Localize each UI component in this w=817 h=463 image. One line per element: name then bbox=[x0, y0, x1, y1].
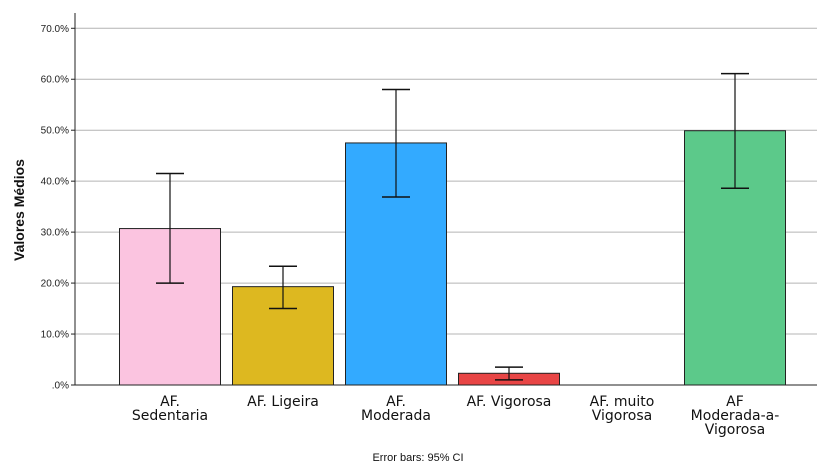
x-category-label: AF Moderada-a-Vigorosa bbox=[691, 394, 780, 438]
y-axis-title: Valores Médios bbox=[11, 159, 27, 261]
y-tick-label: .0% bbox=[52, 381, 69, 392]
y-tick-label: 20.0% bbox=[41, 279, 69, 290]
bars bbox=[119, 130, 786, 386]
x-category-label: AF. Ligeira bbox=[247, 394, 319, 410]
y-tick-label: 70.0% bbox=[41, 24, 69, 35]
error-bars-footnote: Error bars: 95% CI bbox=[372, 452, 463, 463]
y-tick-label: 40.0% bbox=[41, 177, 69, 188]
x-category-label: AF. Sedentaria bbox=[132, 394, 208, 424]
y-tick-label: 10.0% bbox=[41, 330, 69, 341]
y-tick-label: 30.0% bbox=[41, 228, 69, 239]
x-category-label: AF. Moderada bbox=[361, 394, 431, 424]
y-tick-label: 50.0% bbox=[41, 126, 69, 137]
y-tick-labels: .0% 10.0% 20.0% 30.0% 40.0% 50.0% 60.0% 70.0% bbox=[41, 24, 69, 392]
x-category-label: AF. muito Vigorosa bbox=[590, 394, 655, 424]
error-bars bbox=[156, 72, 749, 381]
axes bbox=[74, 13, 817, 386]
x-category-labels: AF. Sedentaria AF. Ligeira AF. Moderada AF. V… bbox=[132, 394, 779, 438]
y-tick-label: 60.0% bbox=[41, 75, 69, 86]
x-category-label: AF. Vigorosa bbox=[467, 394, 552, 410]
